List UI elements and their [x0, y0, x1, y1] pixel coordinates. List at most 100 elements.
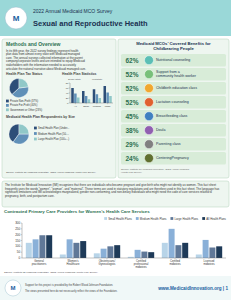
- benefit-icon: [145, 84, 154, 93]
- footer-text: Support for this project is provided by …: [25, 283, 113, 287]
- benefit-row: [121, 152, 226, 164]
- text-line: Source: Institute for Medicaid Innovatio…: [4, 271, 98, 274]
- legend-label: Private For-Profit (40%): [10, 103, 37, 107]
- x-tick-label: Certifiedmidwives: [169, 259, 181, 266]
- y-tick-label: 0: [67, 102, 69, 104]
- pie-slice: [19, 79, 28, 89]
- benefit-icon: [145, 112, 154, 121]
- legend-swatch: [6, 108, 9, 111]
- chart-title: Contracted Primary Care Providers for Wo…: [4, 209, 150, 214]
- text-line: Large Health Plan (100+...): [38, 137, 69, 141]
- bar: [216, 246, 222, 258]
- source-note: Source: Institute for Medicaid Innovatio…: [121, 168, 190, 174]
- y-tick-label: 80: [66, 82, 69, 84]
- legend-label: All Health Plans: [206, 217, 226, 221]
- bar: [80, 241, 86, 258]
- legend-label: Private Non-Profit (37%): [10, 99, 38, 103]
- benefit-icon: [145, 98, 154, 107]
- bar-note: Single State: [68, 78, 82, 81]
- y-tick: [21, 252, 22, 253]
- text-line: Government or Other (23%): [10, 107, 42, 111]
- text-line: 80: [66, 82, 69, 84]
- logo-text: M: [13, 14, 20, 23]
- benefit-row: [121, 138, 226, 150]
- text-line: Small Health Plan (Under...: [38, 126, 70, 130]
- bar: [148, 252, 154, 258]
- y-axis: [70, 83, 71, 103]
- pie-slice: [12, 87, 28, 98]
- footer-background: [0, 276, 231, 300]
- text-line: 200: [15, 233, 20, 237]
- bar: [93, 89, 96, 103]
- data-label: 52%: [125, 85, 138, 92]
- x-tick-label: All: [74, 105, 77, 107]
- footer-text: The views presented here do not necessar…: [25, 289, 118, 293]
- y-tick: [21, 223, 22, 224]
- benefit-label: Childbirth education class: [156, 86, 197, 90]
- y-tick: [69, 83, 70, 84]
- bars: [71, 86, 112, 103]
- y-tick: [69, 98, 70, 99]
- text-line: Nutritional counseling: [156, 58, 190, 62]
- bar: [175, 245, 181, 258]
- chart-title: Health Plan Tax Status: [6, 72, 42, 76]
- text-line: 0: [19, 256, 21, 260]
- text-line: 52%: [125, 85, 138, 92]
- legend-label: Medium Health Plans: [140, 217, 167, 221]
- text-line: Health Plan Tax Status: [6, 72, 42, 76]
- text-line: 250: [15, 227, 20, 231]
- text-line: Health Plan Statistics: [62, 72, 97, 76]
- y-tick-label: 20: [66, 97, 69, 99]
- text-line: Medium Health Plans: [140, 217, 167, 221]
- text-line: Doula: [156, 128, 165, 132]
- data-label: 52%: [125, 99, 138, 106]
- text-line: M: [13, 14, 20, 23]
- text-line: Large Health Plans: [174, 217, 198, 221]
- text-line: M: [11, 285, 16, 291]
- header-subtitle: Sexual and Reproductive Health: [33, 19, 148, 28]
- benefit-label: Nutritional counseling: [156, 58, 190, 62]
- text-line: CenteringPregnancy: [156, 156, 189, 160]
- legend-label: Small Health Plan (Under...: [38, 126, 70, 130]
- y-axis: [22, 223, 23, 258]
- legend-label: Large Health Plans: [174, 217, 198, 221]
- y-tick-label: 0: [19, 256, 21, 260]
- legend-swatch: [34, 138, 37, 141]
- text-line: Private Non-Profit (37%): [10, 99, 38, 103]
- y-tick: [21, 234, 22, 235]
- legend-swatch: [136, 217, 139, 220]
- text-line: 24%: [125, 155, 138, 162]
- text-line: All Health Plans: [206, 217, 226, 221]
- right-panel: [118, 39, 229, 178]
- logo: [5, 280, 21, 296]
- text-line: 300: [15, 221, 20, 225]
- legend-swatch: [170, 217, 173, 220]
- page-background: [0, 0, 231, 300]
- text-line: midwives: [135, 265, 147, 269]
- legend-swatch: [6, 100, 9, 103]
- benefit-label: CenteringPregnancy: [156, 156, 189, 160]
- text-line: Single State: [68, 78, 82, 81]
- legend: Small Health PlansMedium Health PlansLar…: [104, 217, 226, 221]
- benefit-label: Doula: [156, 128, 165, 132]
- bar: [135, 250, 141, 258]
- body-text: articulate the national narrative about …: [6, 67, 86, 71]
- legend-swatch: [6, 104, 9, 107]
- y-tick: [21, 228, 22, 229]
- bar: [67, 239, 73, 258]
- bar: [88, 99, 91, 103]
- chart-title: Medicaid MCOs’ Covered Benefits forChild…: [136, 41, 211, 51]
- source-note: Source: Institute for Medicaid Innovatio…: [4, 271, 98, 274]
- x-axis: [70, 103, 113, 104]
- text-line: Medium: [93, 105, 101, 107]
- benefit-row: [121, 68, 226, 80]
- text-line: Medicaid Health Plan Respondents by Size: [6, 115, 75, 119]
- text-line: 0: [67, 102, 69, 104]
- bar: [196, 255, 202, 259]
- text-line: 38%: [125, 127, 138, 134]
- pie: [9, 79, 28, 98]
- bar: [162, 243, 168, 258]
- legend-label: Medium Health Plan (50-...: [38, 131, 69, 135]
- data-label: 38%: [125, 127, 138, 134]
- text-line: Health Plan Survey': [121, 171, 142, 174]
